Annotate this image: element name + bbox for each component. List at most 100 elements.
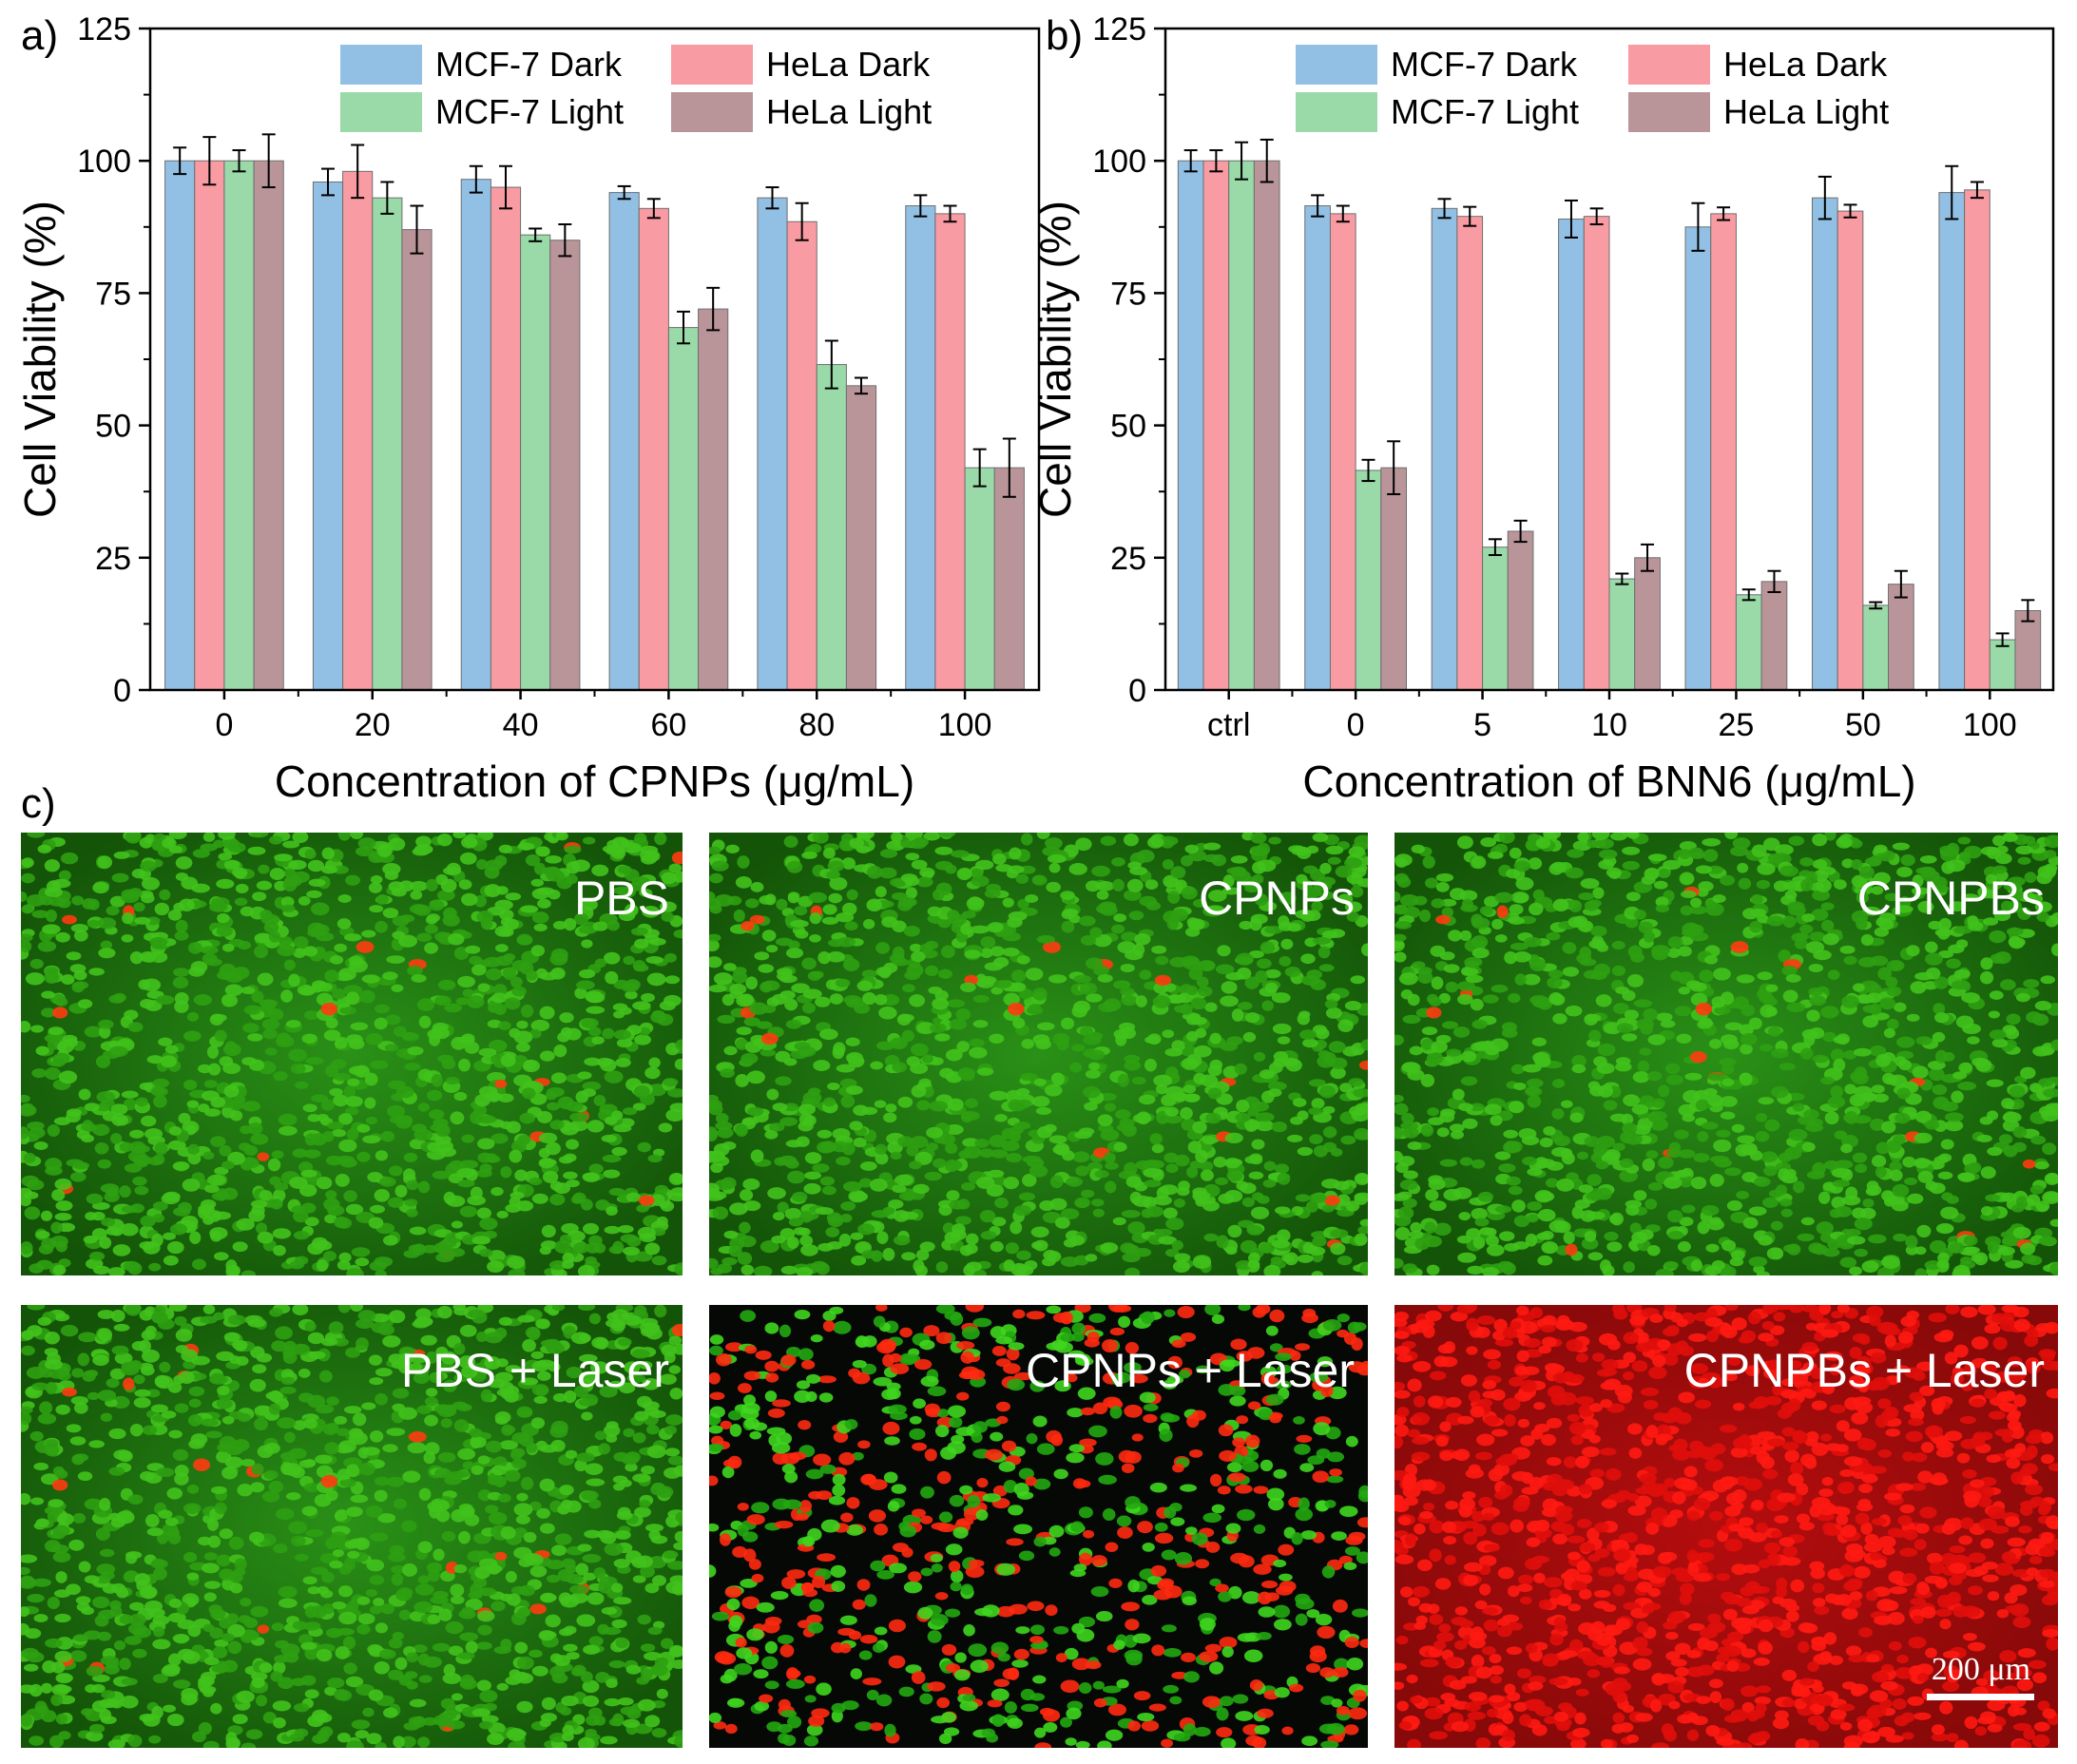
chart-a-errorbar-0-3 [617, 184, 631, 201]
chart-a-errorbar-1-5 [943, 204, 957, 223]
chart-b-bar-hela-light-100 [2014, 609, 2042, 691]
chart-a-bar-mcf-7-dark-40 [460, 179, 491, 691]
chart-a-bar-mcf-7-light-0 [223, 160, 255, 691]
chart-a-xtick-label-20: 20 [355, 707, 391, 743]
chart-a-ytick-label-50: 50 [95, 409, 131, 445]
chart-b-errorbar-1-5 [1843, 203, 1857, 219]
chart-b-bar-hela-dark-5 [1456, 216, 1484, 691]
chart-a-xtick-label-60: 60 [651, 707, 687, 743]
chart-b-legend-swatch-2 [1296, 92, 1377, 132]
chart-a-ytick-label-75: 75 [95, 276, 131, 312]
chart-b-bar-hela-dark-25 [1710, 213, 1737, 691]
chart-b-bar-mcf-7-dark-50 [1811, 197, 1838, 691]
chart-b-bar-mcf-7-dark-25 [1684, 226, 1712, 691]
chart-a-errorbar-3-3 [706, 286, 721, 332]
chart-a-errorbar-0-2 [469, 164, 483, 194]
chart-a-bar-hela-light-60 [698, 308, 729, 691]
chart-b-errorbar-0-6 [1945, 164, 1959, 220]
micrograph-label-2: CPNPs [1199, 872, 1355, 925]
panel-label-b: b) [1046, 12, 1083, 59]
chart-b-errorbar-0-2 [1437, 198, 1452, 220]
chart-b-ytick-label-75: 75 [1110, 276, 1146, 312]
chart-a-bar-hela-light-40 [549, 240, 581, 691]
chart-a-errorbar-1-3 [646, 198, 661, 220]
chart-a-errorbar-1-1 [351, 144, 365, 200]
chart-a-legend-label-1: HeLa Dark [766, 45, 931, 84]
chart-a-xtick-label-0: 0 [215, 707, 233, 743]
chart-a-bar-mcf-7-light-40 [520, 234, 551, 691]
chart-a-xtick-label-100: 100 [938, 707, 992, 743]
chart-a-xlabel: Concentration of CPNPs (μg/mL) [275, 757, 914, 806]
chart-a-errorbar-0-1 [321, 167, 335, 197]
chart-a-errorbar-3-4 [855, 376, 868, 395]
chart-b-bar-hela-light-5 [1507, 530, 1534, 691]
chart-b-bar-hela-light-25 [1760, 581, 1788, 691]
chart-b-errorbar-0-5 [1817, 175, 1832, 220]
chart-a-errorbar-0-5 [913, 194, 928, 218]
chart-b-errorbar-0-3 [1564, 199, 1578, 239]
chart-b-bar-mcf-7-dark-ctrl [1177, 160, 1204, 691]
micrograph-1: PBS [21, 833, 683, 1275]
chart-a-legend-label-3: HeLa Light [766, 92, 932, 131]
chart-b-errorbar-1-6 [1970, 181, 1984, 200]
chart-b-errorbar-2-4 [1741, 588, 1756, 602]
chart-b-xtick-label-0: 0 [1347, 707, 1365, 743]
chart-a-errorbar-2-1 [380, 181, 394, 215]
chart-b-bar-mcf-7-light-50 [1862, 604, 1890, 691]
chart-b-xtick-label-25: 25 [1719, 707, 1755, 743]
chart-b-bar-mcf-7-dark-0 [1304, 205, 1331, 691]
chart-a-xtick-label-80: 80 [798, 707, 835, 743]
chart-b-bar-hela-dark-0 [1329, 213, 1356, 691]
chart-b-legend-label-3: HeLa Light [1723, 92, 1889, 131]
chart-b-errorbar-0-4 [1691, 201, 1705, 252]
chart-b-xtick-label-50: 50 [1845, 707, 1881, 743]
chart-b-ytick-label-50: 50 [1110, 409, 1146, 445]
chart-b-legend-label-2: MCF-7 Light [1391, 92, 1579, 131]
panel-label-a: a) [21, 12, 58, 59]
chart-a-legend-swatch-2 [340, 92, 422, 132]
chart-a-errorbar-1-2 [499, 164, 512, 210]
chart-a-legend-swatch-0 [340, 45, 422, 85]
chart-b-legend-label-1: HeLa Dark [1723, 45, 1888, 84]
chart-a-bar-mcf-7-light-80 [816, 364, 847, 691]
chart-b-bar-hela-dark-ctrl [1202, 160, 1230, 691]
chart-a-bar-hela-light-100 [993, 467, 1025, 691]
chart-b-bar-hela-light-50 [1888, 584, 1914, 691]
chart-b-errorbar-3-2 [1513, 519, 1528, 544]
chart-a-xtick-label-40: 40 [503, 707, 539, 743]
chart-b-bar-mcf-7-light-10 [1608, 578, 1636, 691]
chart-b-bar-hela-light-0 [1380, 467, 1408, 691]
chart-b-xtick-label-5: 5 [1473, 707, 1491, 743]
chart-a-bar-mcf-7-light-60 [667, 327, 700, 691]
chart-b-errorbar-1-3 [1589, 207, 1604, 226]
chart-b-bar-mcf-7-light-5 [1482, 546, 1509, 691]
chart-b-errorbar-3-5 [1894, 569, 1908, 599]
micrograph-4: PBS + Laser [21, 1305, 683, 1748]
chart-a-bar-hela-dark-60 [638, 207, 669, 691]
chart-b-errorbar-3-6 [2021, 599, 2035, 623]
chart-a-errorbar-3-1 [410, 204, 424, 255]
chart-a-errorbar-3-0 [261, 133, 276, 189]
chart-b-bar-mcf-7-light-0 [1355, 470, 1382, 691]
chart-a-errorbar-1-0 [202, 136, 217, 186]
chart-b-errorbar-3-4 [1767, 569, 1781, 593]
micrograph-6: CPNPBs + Laser [1394, 1305, 2058, 1748]
chart-b-errorbar-1-1 [1336, 204, 1350, 223]
chart-b-errorbar-2-6 [1995, 632, 2010, 647]
chart-a-errorbar-0-4 [765, 186, 779, 210]
chart-b-legend-swatch-1 [1628, 45, 1710, 85]
micrograph-label-4: PBS + Laser [401, 1344, 669, 1397]
chart-a-errorbar-2-4 [824, 339, 838, 390]
chart-b-bar-mcf-7-light-100 [1989, 639, 2016, 691]
chart-a-bar-mcf-7-dark-0 [164, 160, 196, 691]
panel-label-c: c) [21, 780, 56, 827]
chart-a-errorbar-2-2 [529, 227, 543, 242]
chart-b-ytick-label-0: 0 [1128, 673, 1146, 709]
chart-a-errorbar-2-3 [677, 310, 690, 345]
chart-b-ytick-label-100: 100 [1092, 144, 1146, 180]
micrograph-label-3: CPNPBs [1857, 872, 2045, 925]
chart-b-legend-swatch-0 [1296, 45, 1377, 85]
chart-a-bar-hela-dark-80 [786, 220, 817, 691]
chart-b-bar-mcf-7-light-25 [1735, 594, 1762, 691]
micrograph-5: CPNPs + Laser [709, 1305, 1368, 1748]
